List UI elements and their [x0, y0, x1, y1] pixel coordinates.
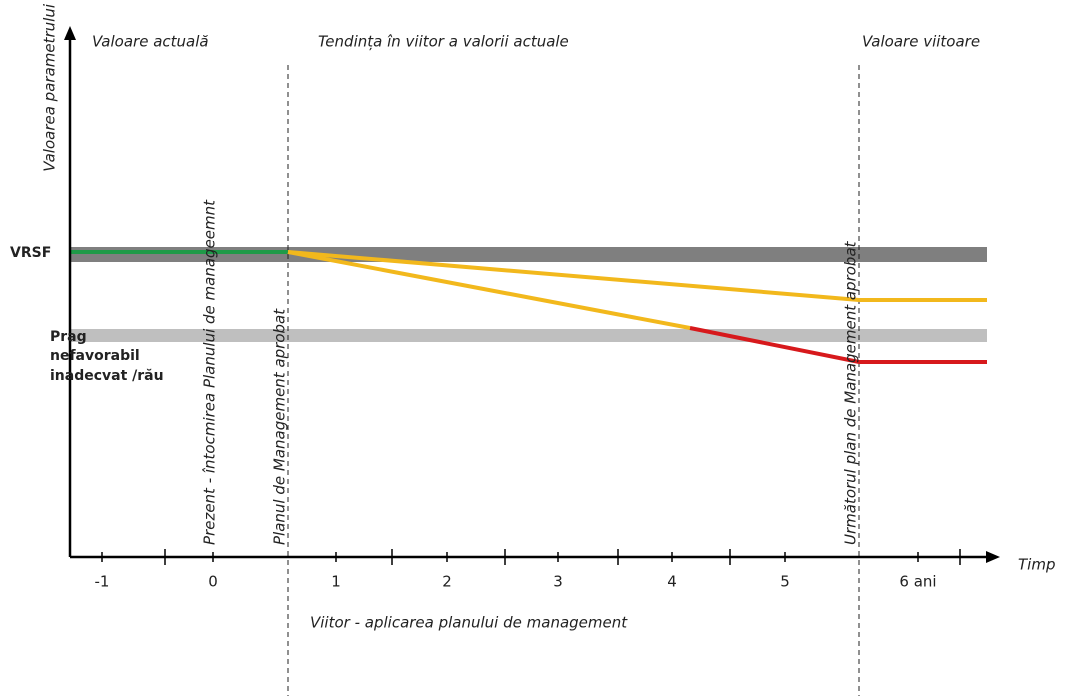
section-label: Tendința în viitor a valorii actuale — [318, 33, 569, 51]
period-label: Viitor - aplicarea planului de managemen… — [310, 614, 628, 632]
x-axis-label: Timp — [1018, 556, 1055, 574]
x-tick-label: 2 — [442, 573, 452, 591]
section-label: Valoare actuală — [92, 33, 209, 51]
milestone-label: Planul de Management aprobat — [271, 308, 289, 545]
x-tick-label: 4 — [667, 573, 677, 591]
milestone-label: Următorul plan de Management aprobat — [842, 240, 860, 545]
threshold-band — [70, 329, 987, 342]
x-axis-arrow — [986, 551, 1000, 563]
section-label: Valoare viitoare — [862, 33, 980, 51]
reference-label: VRSF — [10, 245, 51, 261]
x-ticks — [101, 549, 961, 565]
trend-line-unfavorable — [689, 326, 987, 364]
y-axis-label: Valoarea parametrului — [41, 3, 59, 172]
y-axis-arrow — [64, 26, 76, 40]
trend-line-favorable — [287, 250, 987, 302]
x-tick-label: 1 — [331, 573, 341, 591]
threshold-label: nefavorabil — [50, 348, 140, 364]
trend-line-declining — [287, 250, 691, 330]
x-tick-label: -1 — [95, 573, 110, 591]
x-tick-label: 6 ani — [899, 573, 936, 591]
threshold-label: Prag — [50, 329, 87, 345]
x-tick-label: 3 — [553, 573, 563, 591]
x-tick-label: 0 — [208, 573, 218, 591]
x-tick-label: 5 — [780, 573, 790, 591]
reference-band — [70, 247, 987, 262]
threshold-label: inadecvat /rău — [50, 368, 164, 384]
milestone-label: Prezent - întocmirea Planului de managee… — [201, 199, 219, 545]
